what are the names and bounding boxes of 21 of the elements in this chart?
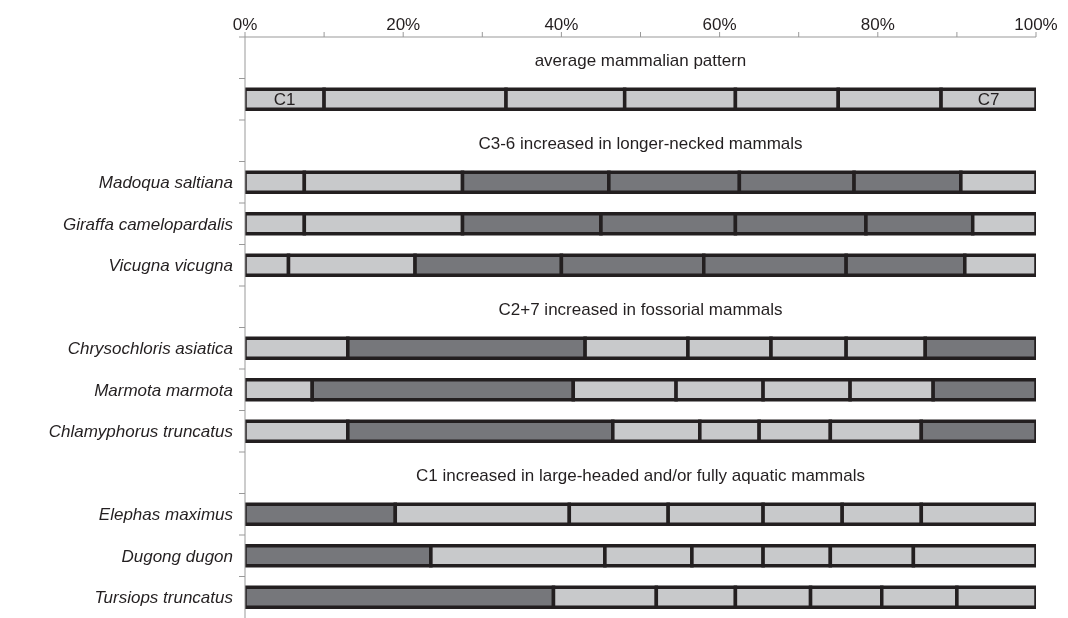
x-tick-label: 20% [386,15,421,34]
y-tick-label: Dugong dugon [121,546,233,566]
annotation: C3-6 increased in longer-necked mammals [477,133,804,154]
x-tick-label: 60% [702,15,737,34]
x-tick-label: 40% [544,15,579,34]
annotation: C1 increased in large-headed and/or fully aquatic mammals [415,465,866,486]
y-tick-label: Tursiops truncatus [94,588,234,608]
annotation: average mammalian pattern [533,50,748,71]
x-tick-label: 100% [1014,15,1058,34]
y-tick-label: Chlamyphorus truncatus [48,422,234,442]
y-tick-label: Elephas maximus [98,505,234,525]
y-tick-label: Marmota marmota [94,380,233,400]
x-tick-label: 80% [860,15,895,34]
y-tick-label: Madoqua saltiana [98,173,233,193]
y-tick-label: Giraffa camelopardalis [62,214,234,234]
y-tick-label: Vicugna vicugna [108,256,233,276]
x-tick-label: 0% [232,15,258,34]
series-label: C7 [977,90,1000,110]
y-tick-label: Chrysochloris asiatica [67,339,233,359]
series-label: C1 [273,90,296,110]
annotation: C2+7 increased in fossorial mammals [497,299,784,320]
